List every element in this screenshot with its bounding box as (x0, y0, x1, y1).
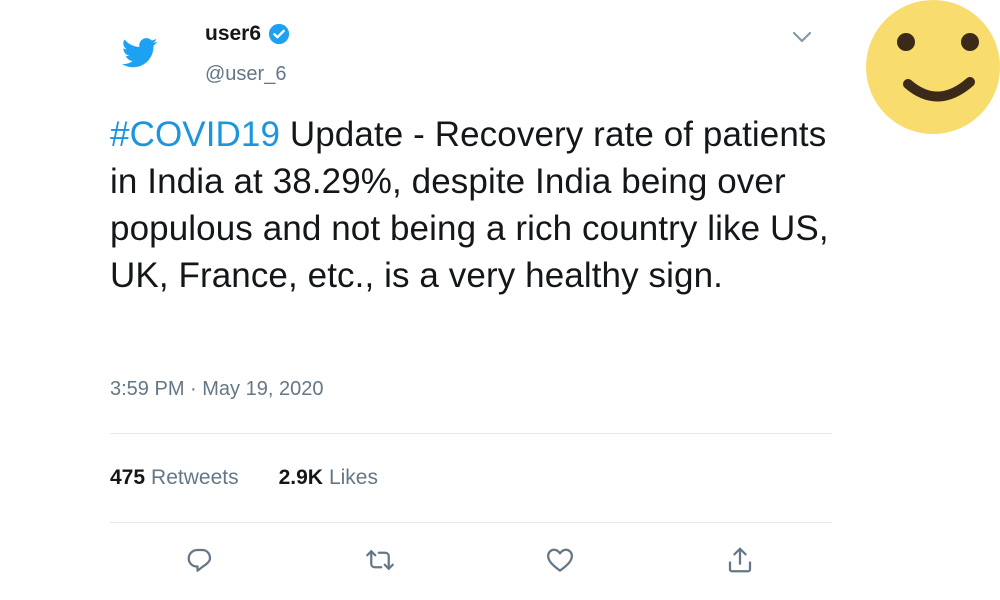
tweet-body: Update - Recovery rate of patients in In… (110, 115, 829, 295)
user-name[interactable]: user6 (205, 22, 262, 45)
author-row: user6 (205, 22, 290, 46)
like-button[interactable] (542, 542, 578, 578)
user-handle[interactable]: @user_6 (205, 63, 287, 85)
like-icon (547, 548, 573, 572)
retweet-icon (366, 550, 394, 570)
share-button[interactable] (722, 542, 758, 578)
retweets-label: Retweets (151, 466, 239, 489)
divider (110, 522, 832, 523)
smiley-face-icon (866, 0, 1000, 134)
reply-icon (187, 548, 212, 572)
retweet-button[interactable] (362, 542, 398, 578)
verified-badge-icon (268, 23, 290, 45)
reply-button[interactable] (182, 542, 218, 578)
share-icon (728, 547, 752, 573)
likes-count: 2.9K (278, 466, 323, 489)
divider (110, 433, 832, 434)
retweets-count: 475 (110, 466, 146, 489)
tweet-text: #COVID19 Update - Recovery rate of patie… (110, 111, 845, 299)
retweets-stat[interactable]: 475 Retweets (110, 466, 239, 490)
twitter-bird-icon[interactable] (122, 38, 158, 68)
likes-stat[interactable]: 2.9K Likes (279, 466, 378, 490)
tweet-timestamp[interactable]: 3:59 PM · May 19, 2020 (110, 378, 324, 400)
hashtag-link[interactable]: #COVID19 (110, 115, 281, 154)
chevron-down-icon[interactable] (790, 27, 814, 47)
likes-label: Likes (328, 466, 378, 489)
tweet-stats: 475 Retweets 2.9K Likes (110, 466, 418, 490)
